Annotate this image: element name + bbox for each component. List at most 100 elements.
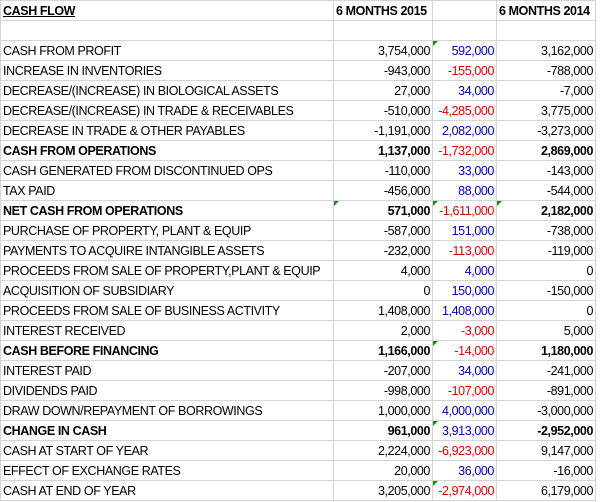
cell-empty[interactable] <box>0 20 334 41</box>
cell-2015[interactable]: 3,754,000 <box>333 40 433 61</box>
cell-empty[interactable] <box>333 20 433 41</box>
cell-2015[interactable]: -207,000 <box>333 360 433 381</box>
cell-label[interactable]: PURCHASE OF PROPERTY, PLANT & EQUIP <box>0 220 334 241</box>
cell-header-2014[interactable]: 6 MONTHS 2014 <box>496 0 596 21</box>
cell-2014[interactable]: -2,952,000 <box>496 420 596 441</box>
cell-label[interactable]: DRAW DOWN/REPAYMENT OF BORROWINGS <box>0 400 334 421</box>
cell-label[interactable]: CASH FROM PROFIT <box>0 40 334 61</box>
cell-2015[interactable]: -110,000 <box>333 160 433 181</box>
cell-difference[interactable]: 592,000 <box>432 40 497 61</box>
cell-empty[interactable] <box>496 20 596 41</box>
cell-2014[interactable]: 1,180,000 <box>496 340 596 361</box>
cell-2015[interactable]: -1,191,000 <box>333 120 433 141</box>
cell-2014[interactable]: -143,000 <box>496 160 596 181</box>
cell-difference[interactable]: 88,000 <box>432 180 497 201</box>
cell-2015[interactable]: 2,224,000 <box>333 440 433 461</box>
cell-label[interactable]: CASH GENERATED FROM DISCONTINUED OPS <box>0 160 334 181</box>
cell-label[interactable]: CASH BEFORE FINANCING <box>0 340 334 361</box>
cell-difference[interactable]: -3,000 <box>432 320 497 341</box>
cell-label[interactable]: DECREASE/(INCREASE) IN TRADE & RECEIVABL… <box>0 100 334 121</box>
cell-2015[interactable]: 3,205,000 <box>333 480 433 501</box>
cell-label[interactable]: INTEREST RECEIVED <box>0 320 334 341</box>
cell-2015[interactable]: 0 <box>333 280 433 301</box>
cell-label[interactable]: CASH AT END OF YEAR <box>0 480 334 501</box>
cell-difference[interactable]: 1,408,000 <box>432 300 497 321</box>
cell-difference[interactable]: 4,000,000 <box>432 400 497 421</box>
cell-label[interactable]: TAX PAID <box>0 180 334 201</box>
cell-difference[interactable]: 34,000 <box>432 360 497 381</box>
cell-2014[interactable]: 3,162,000 <box>496 40 596 61</box>
cell-2014[interactable]: -891,000 <box>496 380 596 401</box>
cell-2015[interactable]: -943,000 <box>333 60 433 81</box>
cell-2014[interactable]: -7,000 <box>496 80 596 101</box>
cell-header-2015[interactable]: 6 MONTHS 2015 <box>333 0 433 21</box>
cell-2015[interactable]: 1,408,000 <box>333 300 433 321</box>
cell-2014[interactable]: -3,273,000 <box>496 120 596 141</box>
cell-label[interactable]: NET CASH FROM OPERATIONS <box>0 200 334 221</box>
cell-label[interactable]: PAYMENTS TO ACQUIRE INTANGIBLE ASSETS <box>0 240 334 261</box>
cell-2014[interactable]: -241,000 <box>496 360 596 381</box>
cell-2014[interactable]: -788,000 <box>496 60 596 81</box>
cell-2015[interactable]: 1,000,000 <box>333 400 433 421</box>
cell-2015[interactable]: 20,000 <box>333 460 433 481</box>
cell-label[interactable]: PROCEEDS FROM SALE OF PROPERTY,PLANT & E… <box>0 260 334 281</box>
cell-label[interactable]: DIVIDENDS PAID <box>0 380 334 401</box>
cell-difference[interactable]: -4,285,000 <box>432 100 497 121</box>
cell-2015[interactable]: 571,000 <box>333 200 433 221</box>
cell-difference[interactable]: -1,611,000 <box>432 200 497 221</box>
cell-label[interactable]: DECREASE IN TRADE & OTHER PAYABLES <box>0 120 334 141</box>
cell-2014[interactable]: -150,000 <box>496 280 596 301</box>
cell-title[interactable]: CASH FLOW <box>0 0 334 21</box>
cell-difference[interactable]: -155,000 <box>432 60 497 81</box>
cell-difference[interactable]: 4,000 <box>432 260 497 281</box>
cell-label[interactable]: EFFECT OF EXCHANGE RATES <box>0 460 334 481</box>
cell-difference[interactable]: 33,000 <box>432 160 497 181</box>
cell-2015[interactable]: -456,000 <box>333 180 433 201</box>
cell-2015[interactable]: 1,166,000 <box>333 340 433 361</box>
cell-difference[interactable]: -1,732,000 <box>432 140 497 161</box>
cell-2014[interactable]: 3,775,000 <box>496 100 596 121</box>
cell-2014[interactable]: 9,147,000 <box>496 440 596 461</box>
cell-2015[interactable]: -998,000 <box>333 380 433 401</box>
cell-header-empty[interactable] <box>432 0 497 21</box>
cell-2014[interactable]: 0 <box>496 300 596 321</box>
cell-2014[interactable]: -119,000 <box>496 240 596 261</box>
cell-difference[interactable]: 151,000 <box>432 220 497 241</box>
cell-difference[interactable]: -113,000 <box>432 240 497 261</box>
cell-label[interactable]: PROCEEDS FROM SALE OF BUSINESS ACTIVITY <box>0 300 334 321</box>
cell-label[interactable]: ACQUISITION OF SUBSIDIARY <box>0 280 334 301</box>
cell-2015[interactable]: 1,137,000 <box>333 140 433 161</box>
cell-2014[interactable]: 5,000 <box>496 320 596 341</box>
cell-2014[interactable]: 2,869,000 <box>496 140 596 161</box>
cell-2014[interactable]: 2,182,000 <box>496 200 596 221</box>
cell-label[interactable]: CASH AT START OF YEAR <box>0 440 334 461</box>
cell-difference[interactable]: -14,000 <box>432 340 497 361</box>
cell-difference[interactable]: 150,000 <box>432 280 497 301</box>
cell-2015[interactable]: 2,000 <box>333 320 433 341</box>
cell-difference[interactable]: -2,974,000 <box>432 480 497 501</box>
cell-2015[interactable]: -587,000 <box>333 220 433 241</box>
cell-difference[interactable]: -107,000 <box>432 380 497 401</box>
cell-label[interactable]: CHANGE IN CASH <box>0 420 334 441</box>
cell-difference[interactable]: 2,082,000 <box>432 120 497 141</box>
cell-difference[interactable]: 3,913,000 <box>432 420 497 441</box>
cell-2015[interactable]: 27,000 <box>333 80 433 101</box>
cell-2014[interactable]: 0 <box>496 260 596 281</box>
cell-difference[interactable]: 34,000 <box>432 80 497 101</box>
cell-label[interactable]: INCREASE IN INVENTORIES <box>0 60 334 81</box>
cell-2014[interactable]: -3,000,000 <box>496 400 596 421</box>
cell-label[interactable]: INTEREST PAID <box>0 360 334 381</box>
cell-2014[interactable]: 6,179,000 <box>496 480 596 501</box>
cell-2014[interactable]: -544,000 <box>496 180 596 201</box>
cell-2015[interactable]: 4,000 <box>333 260 433 281</box>
cell-label[interactable]: DECREASE/(INCREASE) IN BIOLOGICAL ASSETS <box>0 80 334 101</box>
cell-2015[interactable]: -510,000 <box>333 100 433 121</box>
cell-label[interactable]: CASH FROM OPERATIONS <box>0 140 334 161</box>
cell-difference[interactable]: 36,000 <box>432 460 497 481</box>
cell-2015[interactable]: 961,000 <box>333 420 433 441</box>
cell-2014[interactable]: -738,000 <box>496 220 596 241</box>
cell-2014[interactable]: -16,000 <box>496 460 596 481</box>
cell-2015[interactable]: -232,000 <box>333 240 433 261</box>
cell-difference[interactable]: -6,923,000 <box>432 440 497 461</box>
cell-empty[interactable] <box>432 20 497 41</box>
